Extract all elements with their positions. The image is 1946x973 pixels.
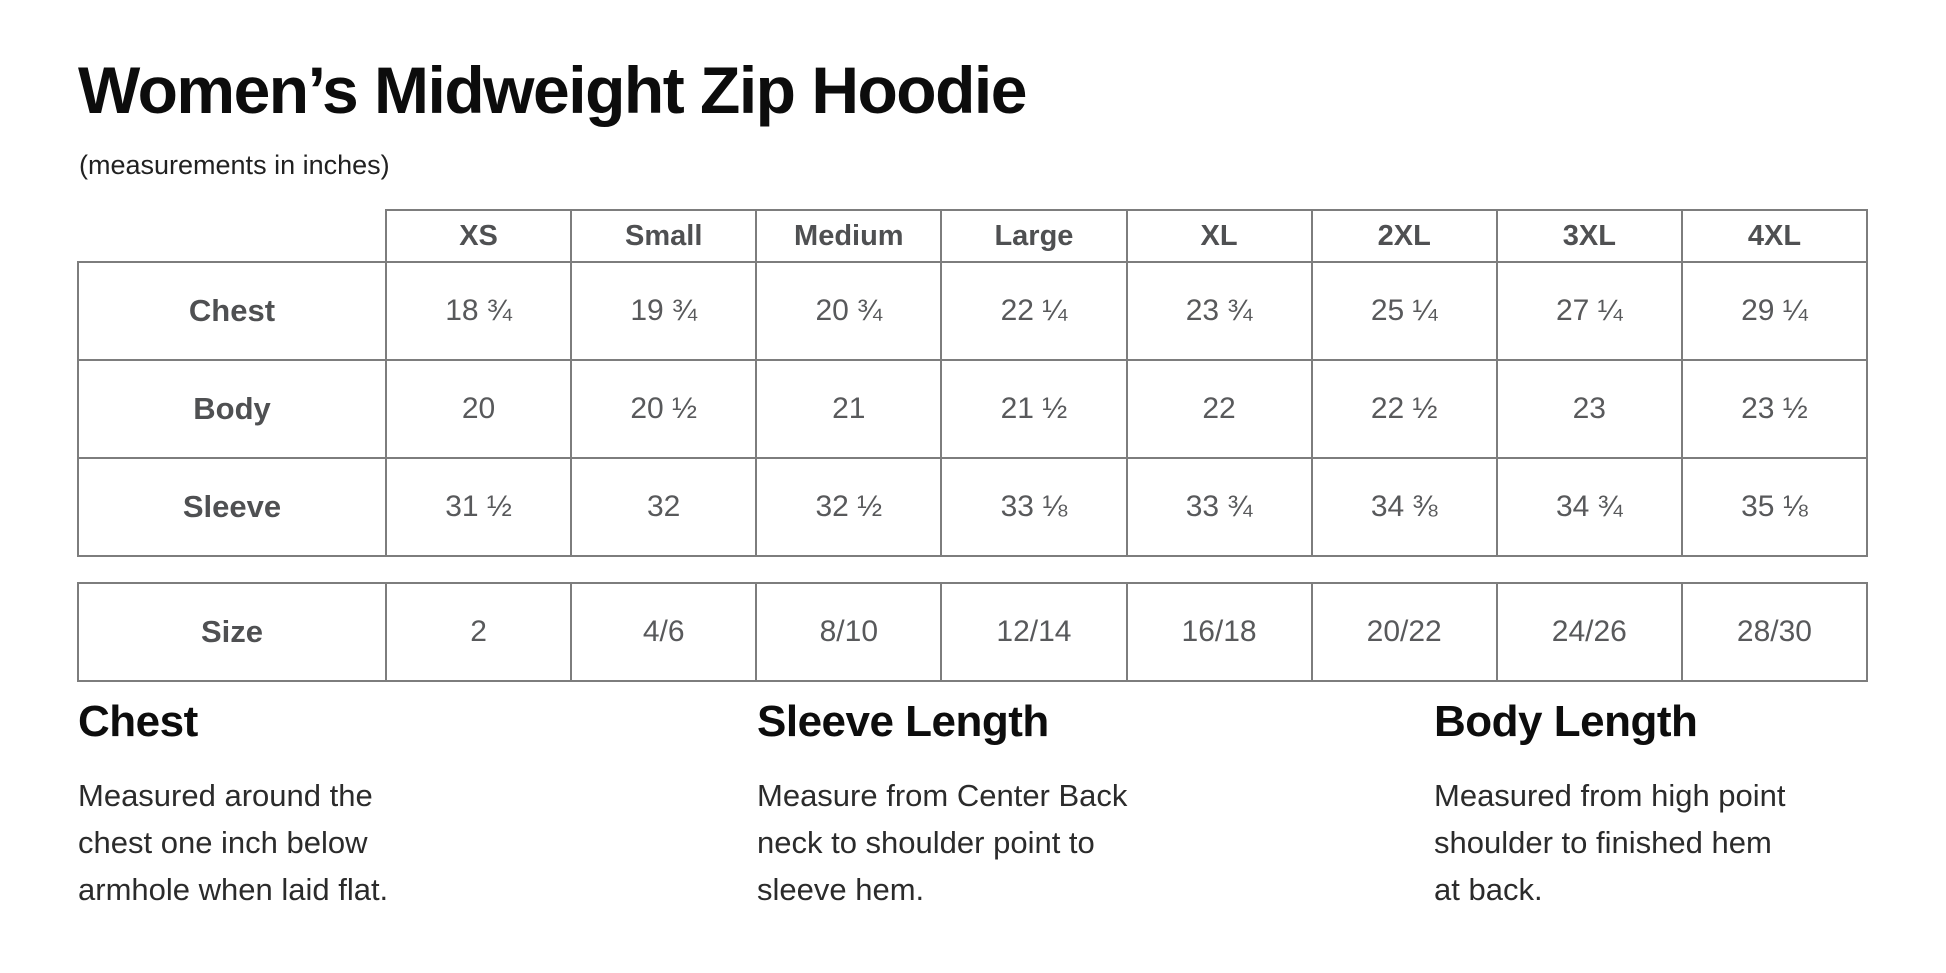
- measurement-cell: 20 ½: [570, 359, 758, 459]
- measurement-cell: 20 ¾: [755, 261, 943, 361]
- definition-line: Measure from Center Back: [757, 778, 1128, 814]
- definition-line: Measured around the: [78, 778, 373, 814]
- measurement-cell: 29 ¼: [1680, 261, 1869, 361]
- definition-text-body-length: Measured from high point shoulder to fin…: [1434, 772, 1786, 913]
- measurement-cell: 35 ⅛: [1680, 457, 1869, 557]
- definition-heading-body-length: Body Length: [1434, 697, 1698, 746]
- measurement-cell: 34 ¾: [1495, 457, 1683, 557]
- measurement-cell: 27 ¼: [1495, 261, 1683, 361]
- size-column-header-xl: XL: [1125, 209, 1313, 263]
- size-column-header-medium: Medium: [755, 209, 943, 263]
- numeric-size-cell: 2: [384, 582, 573, 682]
- size-column-header-xs: XS: [384, 209, 573, 263]
- size-column-header-small: Small: [570, 209, 758, 263]
- measurement-cell: 33 ⅛: [940, 457, 1128, 557]
- measurement-cell: 31 ½: [384, 457, 573, 557]
- definition-line: sleeve hem.: [757, 872, 925, 908]
- size-column-header-large: Large: [940, 209, 1128, 263]
- definition-sleeve-length: Sleeve Length Measure from Center Back n…: [757, 697, 1127, 913]
- measurement-cell: 34 ⅜: [1310, 457, 1498, 557]
- numeric-size-row: Size 2 4/6 8/10 12/14 16/18 20/22 24/26 …: [77, 582, 1869, 682]
- measurement-cell: 21: [755, 359, 943, 459]
- measurement-cell: 18 ¾: [384, 261, 573, 361]
- numeric-size-table: Size 2 4/6 8/10 12/14 16/18 20/22 24/26 …: [77, 582, 1869, 682]
- measurement-cell: 33 ¾: [1125, 457, 1313, 557]
- measurement-cell: 32 ½: [755, 457, 943, 557]
- measurement-cell: 22 ¼: [940, 261, 1128, 361]
- measurement-cell: 22 ½: [1310, 359, 1498, 459]
- page-title: Women’s Midweight Zip Hoodie: [78, 53, 1027, 127]
- numeric-size-cell: 16/18: [1125, 582, 1313, 682]
- definition-body-length: Body Length Measured from high point sho…: [1434, 697, 1786, 913]
- measurement-unit-note: (measurements in inches): [79, 150, 390, 180]
- size-column-header-4xl: 4XL: [1680, 209, 1869, 263]
- numeric-size-cell: 24/26: [1495, 582, 1683, 682]
- size-column-header-3xl: 3XL: [1495, 209, 1683, 263]
- size-header-row: XS Small Medium Large XL 2XL 3XL 4XL: [78, 209, 1869, 263]
- row-label-chest: Chest: [77, 261, 387, 361]
- numeric-size-cell: 8/10: [755, 582, 943, 682]
- definition-line: chest one inch below: [78, 825, 368, 861]
- definition-line: at back.: [1434, 872, 1543, 908]
- measurement-cell: 23 ½: [1680, 359, 1869, 459]
- measurement-cell: 21 ½: [940, 359, 1128, 459]
- chest-row: Chest 18 ¾ 19 ¾ 20 ¾ 22 ¼ 23 ¾ 25 ¼ 27 ¼…: [77, 261, 1869, 361]
- body-row: Body 20 20 ½ 21 21 ½ 22 22 ½ 23 23 ½: [77, 359, 1869, 459]
- definition-line: shoulder to finished hem: [1434, 825, 1772, 861]
- measurement-cell: 23: [1495, 359, 1683, 459]
- row-label-sleeve: Sleeve: [77, 457, 387, 557]
- measurement-cell: 22: [1125, 359, 1313, 459]
- definition-text-sleeve-length: Measure from Center Back neck to shoulde…: [757, 772, 1127, 913]
- row-label-body: Body: [77, 359, 387, 459]
- measurement-definitions: Chest Measured around the chest one inch…: [0, 697, 1946, 938]
- measurement-cell: 32: [570, 457, 758, 557]
- definition-line: neck to shoulder point to: [757, 825, 1095, 861]
- numeric-size-cell: 28/30: [1680, 582, 1869, 682]
- measurement-cell: 19 ¾: [570, 261, 758, 361]
- measurement-cell: 23 ¾: [1125, 261, 1313, 361]
- row-label-size: Size: [77, 582, 387, 682]
- definition-chest: Chest Measured around the chest one inch…: [78, 697, 388, 913]
- definition-heading-sleeve-length: Sleeve Length: [757, 697, 1049, 746]
- numeric-size-cell: 20/22: [1310, 582, 1498, 682]
- measurement-cell: 20: [384, 359, 573, 459]
- size-column-header-2xl: 2XL: [1310, 209, 1498, 263]
- definition-text-chest: Measured around the chest one inch below…: [78, 772, 388, 913]
- blank-header-cell: [78, 210, 386, 262]
- definition-line: Measured from high point: [1434, 778, 1786, 814]
- definition-heading-chest: Chest: [78, 697, 198, 746]
- numeric-size-cell: 12/14: [940, 582, 1128, 682]
- numeric-size-cell: 4/6: [570, 582, 758, 682]
- definition-line: armhole when laid flat.: [78, 872, 389, 908]
- measurement-cell: 25 ¼: [1310, 261, 1498, 361]
- measurements-table: XS Small Medium Large XL 2XL 3XL 4XL Che…: [77, 209, 1869, 557]
- sleeve-row: Sleeve 31 ½ 32 32 ½ 33 ⅛ 33 ¾ 34 ⅜ 34 ¾ …: [77, 457, 1869, 557]
